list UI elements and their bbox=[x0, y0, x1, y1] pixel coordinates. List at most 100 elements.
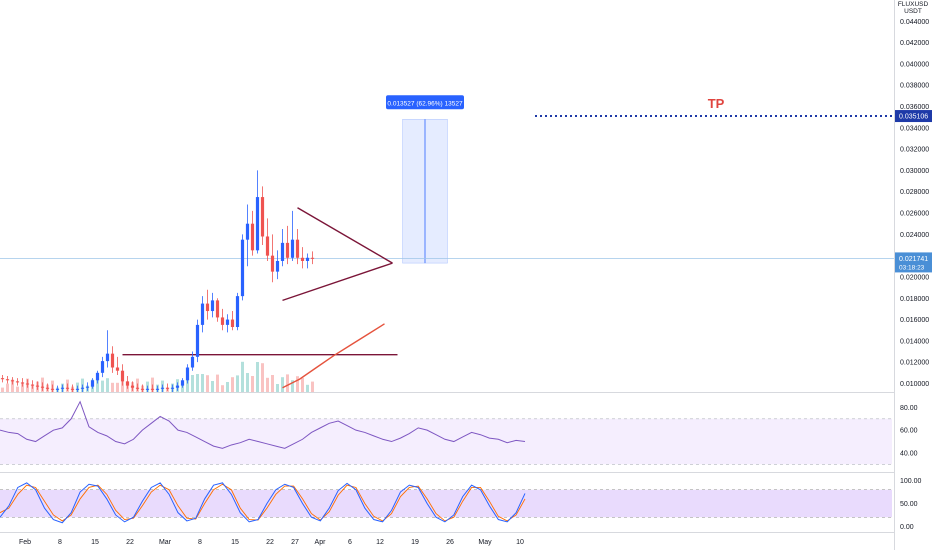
volume-bar bbox=[201, 374, 204, 392]
candle[interactable] bbox=[210, 292, 215, 318]
candle[interactable] bbox=[10, 377, 15, 385]
candle[interactable] bbox=[265, 218, 270, 261]
volume-bar bbox=[101, 380, 104, 392]
candle[interactable] bbox=[175, 382, 180, 391]
candle[interactable] bbox=[185, 364, 190, 384]
candle[interactable] bbox=[260, 186, 265, 245]
candle-body bbox=[155, 388, 160, 390]
candle[interactable] bbox=[80, 384, 85, 392]
candle[interactable] bbox=[230, 311, 235, 331]
candle[interactable] bbox=[200, 296, 205, 333]
candle-body bbox=[20, 382, 25, 384]
candle[interactable] bbox=[140, 384, 145, 392]
volume-bar bbox=[301, 377, 304, 392]
candle[interactable] bbox=[110, 346, 115, 373]
candle[interactable] bbox=[295, 229, 300, 265]
triangle-upper-line[interactable] bbox=[297, 207, 393, 264]
stoch-k-line bbox=[0, 482, 526, 524]
rsi-line bbox=[0, 400, 526, 449]
candle[interactable] bbox=[255, 170, 260, 254]
volume-bar bbox=[296, 376, 299, 392]
candle[interactable] bbox=[195, 319, 200, 363]
rsi-band bbox=[0, 418, 892, 465]
candle[interactable] bbox=[240, 234, 245, 301]
candle[interactable] bbox=[130, 381, 135, 391]
candle[interactable] bbox=[160, 384, 165, 392]
candle[interactable] bbox=[100, 356, 105, 378]
candle[interactable] bbox=[225, 314, 230, 333]
candle[interactable] bbox=[165, 383, 170, 391]
price-pane[interactable]: 0.013527 (62.96%) 13527 TP bbox=[0, 95, 894, 533]
candle[interactable] bbox=[150, 384, 155, 392]
candle[interactable] bbox=[20, 378, 25, 387]
price-tick-label: 0.020000 bbox=[900, 274, 929, 281]
rsi-pane[interactable]: 80.00 60.00 40.00 bbox=[0, 400, 918, 465]
candle[interactable] bbox=[0, 374, 5, 383]
candle[interactable] bbox=[215, 298, 220, 322]
candle[interactable] bbox=[120, 364, 125, 386]
candle[interactable] bbox=[85, 382, 90, 391]
candle[interactable] bbox=[190, 351, 195, 371]
candle[interactable] bbox=[285, 225, 290, 265]
volume-bar bbox=[291, 380, 294, 392]
candle-body bbox=[220, 317, 225, 325]
candle[interactable] bbox=[205, 289, 210, 320]
candle[interactable] bbox=[25, 379, 30, 388]
time-tick-label: Mar bbox=[159, 539, 172, 546]
candle-body bbox=[195, 324, 200, 357]
candle[interactable] bbox=[155, 385, 160, 392]
candle[interactable] bbox=[145, 385, 150, 392]
candle-body bbox=[280, 242, 285, 261]
candle[interactable] bbox=[310, 251, 315, 265]
candle[interactable] bbox=[115, 356, 120, 375]
candle-body bbox=[285, 242, 290, 258]
candle[interactable] bbox=[60, 384, 65, 392]
price-tick-label: 0.044000 bbox=[900, 19, 929, 26]
candle-body bbox=[10, 380, 15, 382]
candle[interactable] bbox=[180, 378, 185, 388]
candle[interactable] bbox=[105, 330, 110, 368]
candle[interactable] bbox=[35, 381, 40, 390]
candle[interactable] bbox=[220, 308, 225, 331]
candle[interactable] bbox=[300, 247, 305, 269]
triangle-lower-line[interactable] bbox=[282, 262, 393, 302]
price-tick-label: 0.024000 bbox=[900, 232, 929, 239]
candle[interactable] bbox=[270, 234, 275, 283]
candle[interactable] bbox=[55, 385, 60, 392]
candle[interactable] bbox=[95, 370, 100, 384]
candle[interactable] bbox=[75, 385, 80, 392]
candle[interactable] bbox=[235, 292, 240, 331]
time-axis[interactable]: Feb 8 15 22 Mar 8 15 22 27 Apr 6 12 19 26 May 10 bbox=[19, 539, 524, 546]
candle-body bbox=[45, 387, 50, 389]
candle[interactable] bbox=[15, 378, 20, 386]
candle[interactable] bbox=[280, 229, 285, 267]
candle-body bbox=[120, 370, 125, 382]
candle[interactable] bbox=[245, 204, 250, 267]
time-tick-label: 10 bbox=[516, 539, 524, 546]
candle[interactable] bbox=[170, 384, 175, 392]
candle-body bbox=[275, 260, 280, 272]
volume-bar bbox=[261, 363, 264, 392]
candle[interactable] bbox=[135, 383, 140, 391]
candle[interactable] bbox=[40, 382, 45, 391]
candle-body bbox=[305, 257, 310, 261]
candle[interactable] bbox=[5, 376, 10, 384]
candle[interactable] bbox=[30, 380, 35, 389]
stoch-tick-label: 100.00 bbox=[900, 478, 922, 485]
stoch-rsi-pane[interactable]: 100.00 50.00 0.00 bbox=[0, 478, 922, 531]
candle[interactable] bbox=[45, 383, 50, 391]
candle-body bbox=[300, 257, 305, 261]
candle-body bbox=[200, 303, 205, 325]
candle[interactable] bbox=[125, 376, 130, 389]
candle[interactable] bbox=[290, 210, 295, 261]
candle[interactable] bbox=[250, 210, 255, 256]
candle[interactable] bbox=[305, 253, 310, 269]
candle[interactable] bbox=[90, 378, 95, 389]
moving-average-line bbox=[282, 323, 385, 389]
candle[interactable] bbox=[70, 384, 75, 392]
candle[interactable] bbox=[275, 250, 280, 280]
candle[interactable] bbox=[50, 384, 55, 392]
candle[interactable] bbox=[65, 383, 70, 391]
